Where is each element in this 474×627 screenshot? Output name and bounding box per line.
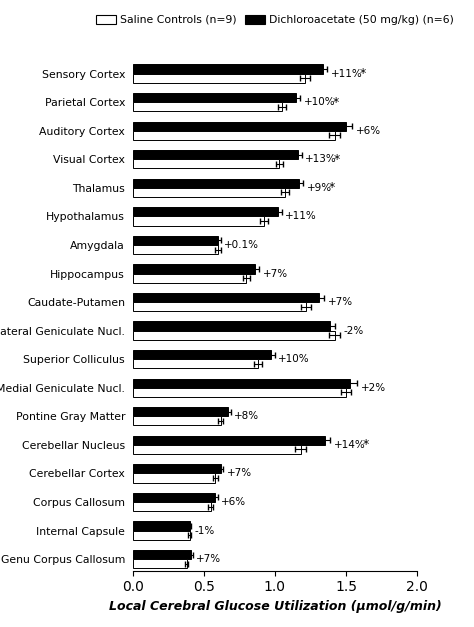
Text: +13%: +13% xyxy=(305,154,337,164)
Bar xyxy=(133,502,211,511)
Bar xyxy=(133,559,187,568)
Bar xyxy=(133,245,218,254)
Text: +8%: +8% xyxy=(234,411,259,421)
Text: +10%: +10% xyxy=(278,354,310,364)
Bar xyxy=(133,416,221,426)
Bar xyxy=(133,322,330,330)
Bar xyxy=(133,530,190,540)
Bar xyxy=(133,93,296,102)
Text: +7%: +7% xyxy=(227,468,252,478)
Text: +11%: +11% xyxy=(285,211,317,221)
Text: +6%: +6% xyxy=(356,125,381,135)
Legend: Saline Controls (n=9), Dichloroacetate (50 mg/kg) (n=6): Saline Controls (n=9), Dichloroacetate (… xyxy=(91,11,458,29)
Bar xyxy=(133,436,325,445)
Bar xyxy=(133,550,191,559)
Text: +9%: +9% xyxy=(307,183,332,193)
Text: -2%: -2% xyxy=(344,325,364,335)
Bar xyxy=(133,473,215,483)
Bar xyxy=(133,465,221,473)
Text: +10%: +10% xyxy=(304,97,336,107)
Bar xyxy=(133,216,264,226)
Bar xyxy=(133,236,218,245)
Text: +7%: +7% xyxy=(263,268,288,278)
Text: -1%: -1% xyxy=(195,525,215,535)
Bar xyxy=(133,445,301,454)
Bar xyxy=(133,130,335,140)
Bar xyxy=(133,302,306,311)
Bar xyxy=(133,102,282,111)
Text: +2%: +2% xyxy=(361,382,386,393)
X-axis label: Local Cerebral Glucose Utilization (μmol/g/min): Local Cerebral Glucose Utilization (μmol… xyxy=(109,600,441,613)
Bar xyxy=(133,359,258,368)
Bar xyxy=(133,522,190,530)
Text: *: * xyxy=(332,96,339,108)
Bar xyxy=(133,65,323,73)
Bar xyxy=(133,159,279,169)
Text: *: * xyxy=(362,438,369,451)
Text: +0.1%: +0.1% xyxy=(224,240,259,250)
Bar xyxy=(133,293,319,302)
Bar xyxy=(133,150,298,159)
Text: +14%: +14% xyxy=(334,440,365,450)
Text: *: * xyxy=(334,153,340,166)
Bar xyxy=(133,330,335,340)
Bar xyxy=(133,188,285,197)
Text: +7%: +7% xyxy=(196,554,221,564)
Bar xyxy=(133,208,278,216)
Bar xyxy=(133,273,246,283)
Text: *: * xyxy=(328,181,335,194)
Bar xyxy=(133,265,255,273)
Text: +6%: +6% xyxy=(221,497,246,507)
Text: +11%: +11% xyxy=(331,68,363,78)
Bar xyxy=(133,122,346,130)
Bar xyxy=(133,379,350,387)
Bar xyxy=(133,387,346,397)
Bar xyxy=(133,407,228,416)
Bar xyxy=(133,493,215,502)
Bar xyxy=(133,350,271,359)
Bar xyxy=(133,73,305,83)
Bar xyxy=(133,179,299,188)
Text: +7%: +7% xyxy=(328,297,353,307)
Text: *: * xyxy=(359,67,366,80)
